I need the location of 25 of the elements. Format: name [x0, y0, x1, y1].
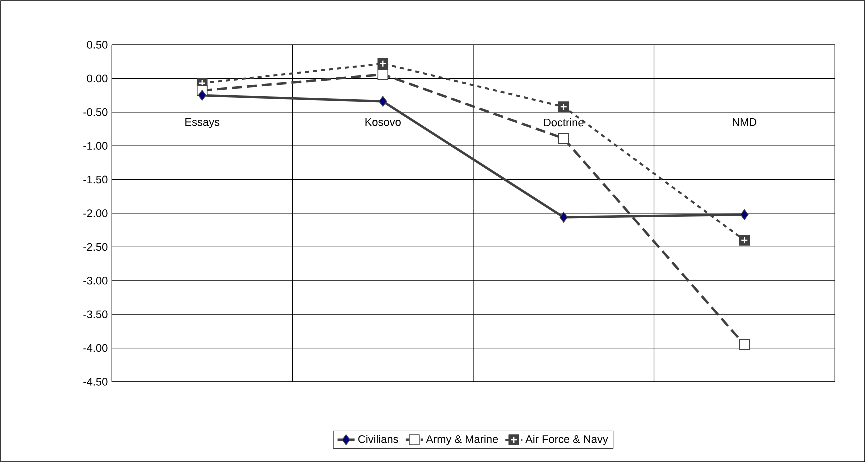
legend-label: Army & Marine	[426, 435, 498, 446]
x-tick-label: Kosovo	[366, 118, 401, 126]
y-tick-label: 0.50	[87, 41, 108, 49]
point	[739, 340, 750, 350]
legend-label: Civilians	[358, 435, 398, 444]
y-tick-label: -1.50	[84, 176, 108, 184]
y-tick-label: 0.00	[87, 74, 108, 83]
x-tick-label: NMD	[733, 118, 757, 126]
y-tick-label: -3.00	[84, 277, 108, 285]
y-tick-label: -0.50	[84, 108, 108, 116]
y-tick-label: -3.50	[84, 310, 108, 318]
y-tick-label: -1.00	[84, 142, 108, 150]
point	[378, 69, 389, 80]
y-tick-label: -4.50	[84, 378, 108, 386]
y-tick-label: -2.00	[84, 210, 108, 218]
point	[740, 209, 749, 220]
x-tick-label: Doctrine	[544, 118, 584, 127]
legend-label: Air Force & Navy	[526, 435, 608, 446]
point	[560, 212, 568, 223]
point	[378, 96, 388, 107]
y-tick-label: -4.00	[84, 344, 108, 352]
y-tick-label: -2.50	[84, 243, 108, 252]
point	[558, 133, 570, 144]
point	[198, 90, 207, 101]
x-tick-label: Essays	[186, 118, 220, 128]
